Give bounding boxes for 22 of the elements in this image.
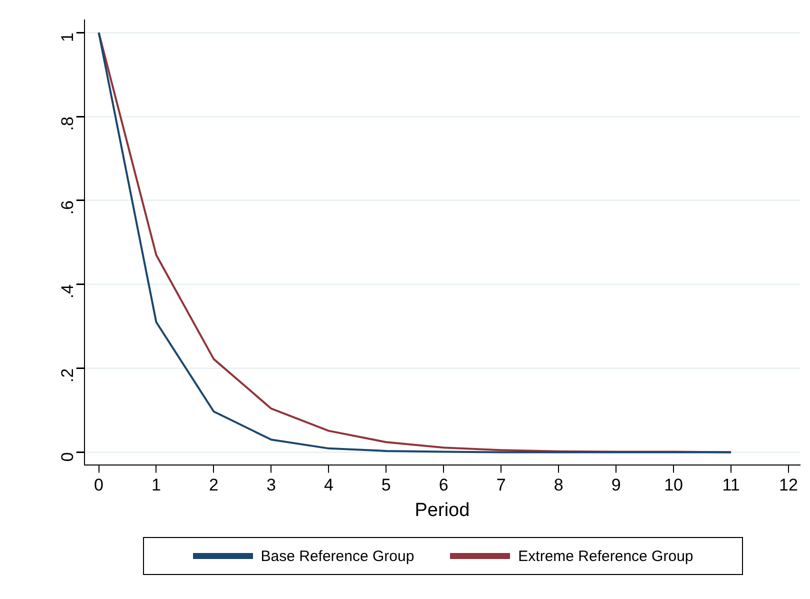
legend-label: Base Reference Group xyxy=(260,548,414,564)
x-tick-label: 2 xyxy=(208,476,218,495)
x-tick-label: 1 xyxy=(152,476,161,495)
x-tick-label: 8 xyxy=(554,476,564,495)
x-tick-label: 7 xyxy=(496,476,506,495)
x-tick-label: 6 xyxy=(438,476,448,495)
y-tick-label: 1 xyxy=(58,32,78,42)
y-tick-label: .4 xyxy=(58,284,78,299)
y-tick-label: .6 xyxy=(58,200,78,215)
y-tick-label: .8 xyxy=(58,116,78,131)
x-tick-label: 3 xyxy=(266,476,276,495)
x-tick-label: 11 xyxy=(722,476,740,495)
x-tick-label: 4 xyxy=(324,476,334,495)
x-tick-label: 10 xyxy=(664,476,684,495)
legend-label: Extreme Reference Group xyxy=(518,548,694,564)
x-tick-label: 9 xyxy=(611,476,621,495)
y-tick-label: 0 xyxy=(58,452,78,462)
x-tick-label: 0 xyxy=(94,476,104,495)
x-tick-label: 5 xyxy=(381,476,391,495)
x-axis-title: Period xyxy=(414,500,470,521)
y-tick-label: .2 xyxy=(58,368,78,382)
x-tick-label: 12 xyxy=(779,476,798,495)
